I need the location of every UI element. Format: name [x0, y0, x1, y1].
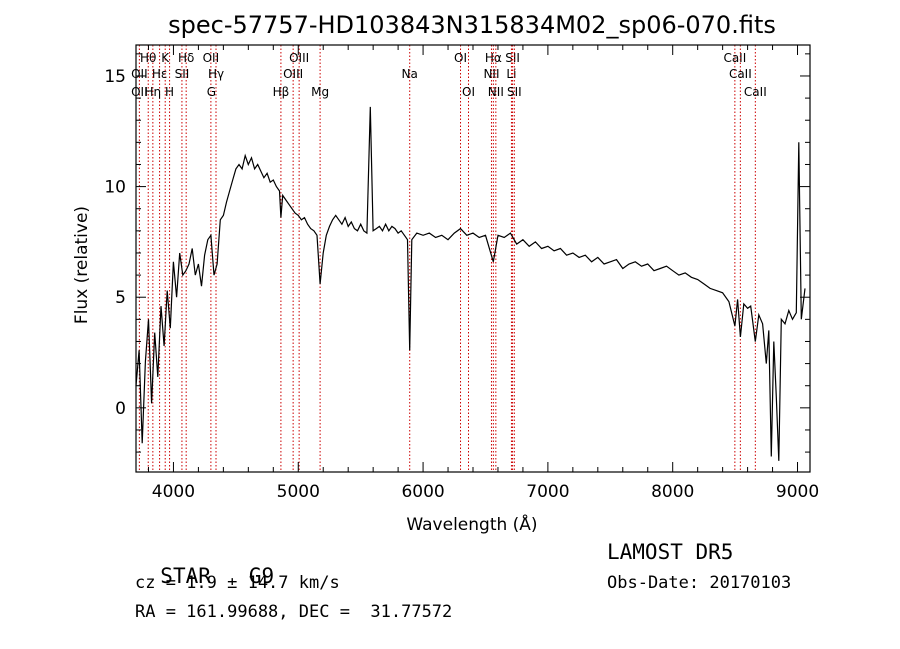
- line-label: Mg: [311, 85, 329, 99]
- line-label: OII: [131, 85, 148, 99]
- line-label: OIII: [283, 67, 303, 81]
- plot-frame: [135, 44, 811, 473]
- line-label: Hα: [485, 51, 502, 65]
- y-tick-label: 5: [115, 288, 126, 308]
- line-label: H: [165, 85, 174, 99]
- line-label: OI: [462, 85, 475, 99]
- line-label: G: [207, 85, 216, 99]
- coordinates-readout: RA = 161.99688, DEC = 31.77572: [135, 602, 453, 622]
- line-label: Hε: [152, 67, 168, 81]
- line-label: NII: [483, 67, 499, 81]
- line-label: CaII: [744, 85, 767, 99]
- line-label: Hβ: [273, 85, 290, 99]
- y-axis-label: Flux (relative): [72, 206, 92, 324]
- x-tick-label: 9000: [776, 482, 819, 502]
- y-axis: 0 5 10 15: [104, 53, 810, 453]
- x-tick-label: 5000: [277, 482, 320, 502]
- survey-label: LAMOST DR5: [607, 540, 734, 564]
- subclass-label: G9: [248, 564, 275, 588]
- line-label: Na: [402, 67, 418, 81]
- x-tick-label: 8000: [651, 482, 694, 502]
- line-label: NII: [488, 85, 504, 99]
- x-axis-label: Wavelength (Å): [406, 513, 537, 535]
- line-label: CaII: [729, 67, 752, 81]
- obs-date-readout: Obs-Date: 20170103: [607, 573, 792, 593]
- line-label: OIII: [289, 51, 309, 65]
- y-tick-label: 0: [115, 399, 126, 419]
- x-tick-label: 4000: [152, 482, 195, 502]
- x-tick-label: 6000: [401, 482, 444, 502]
- redshift-readout: cz = 1.9 ± 14.7 km/s: [135, 573, 340, 593]
- line-label: SII: [507, 85, 522, 99]
- line-label: Hη: [145, 85, 162, 99]
- spectrum-series: [135, 106, 806, 461]
- x-tick-label: 7000: [526, 482, 569, 502]
- y-tick-label: 15: [104, 67, 126, 87]
- line-label: OI: [454, 51, 467, 65]
- chart-title: spec-57757-HD103843N315834M02_sp06-070.f…: [168, 11, 776, 39]
- line-label: Li: [506, 67, 516, 81]
- plot-border: [135, 44, 811, 473]
- line-label: Hδ: [178, 51, 194, 65]
- y-tick-label: 10: [104, 178, 126, 198]
- line-label: K: [161, 51, 170, 65]
- line-label: OII: [203, 51, 220, 65]
- line-label: Hθ: [140, 51, 156, 65]
- line-label: OII: [131, 67, 148, 81]
- line-label: SII: [175, 67, 190, 81]
- x-axis: 4000 5000 6000 7000 8000 9000: [147, 45, 819, 502]
- line-label: CaII: [723, 51, 746, 65]
- line-label: Hγ: [208, 67, 224, 81]
- spectral-class: STAR G9: [135, 540, 274, 588]
- class-label: STAR: [160, 564, 211, 588]
- line-label: SII: [505, 51, 520, 65]
